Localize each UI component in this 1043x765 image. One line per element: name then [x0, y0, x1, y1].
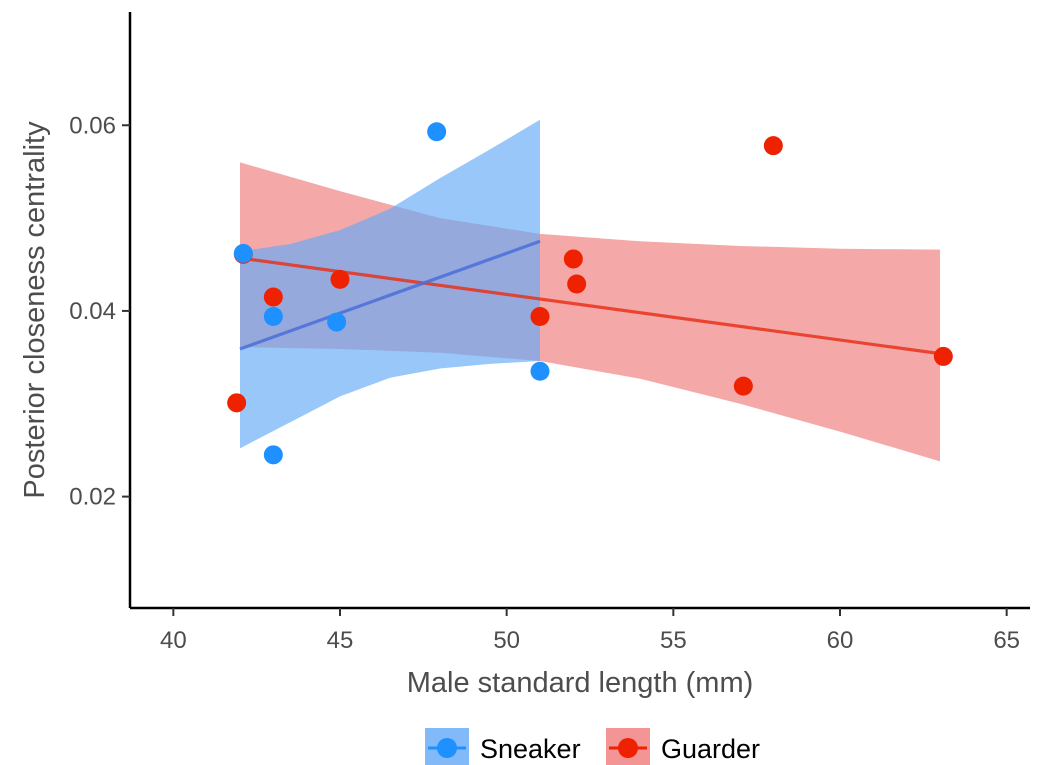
legend-label-guarder: Guarder [661, 734, 760, 764]
x-tick-label-65: 65 [993, 627, 1020, 654]
point-guarder-6 [567, 274, 587, 294]
x-axis-title: Male standard length (mm) [407, 667, 754, 699]
legend-item-guarder: Guarder [606, 728, 760, 765]
point-guarder-5 [563, 249, 583, 269]
point-guarder-0 [227, 393, 247, 413]
legend: Sneaker Guarder [425, 728, 760, 765]
y-axis-title: Posterior closeness centrality [19, 121, 51, 499]
legend-key-point-sneaker [437, 738, 457, 758]
y-tick-label-0-02: 0.02 [69, 484, 116, 511]
confidence-band-sneaker [240, 119, 540, 449]
x-tick-label-50: 50 [493, 627, 520, 654]
point-guarder-4 [530, 306, 550, 326]
confidence-bands [240, 119, 940, 462]
legend-key-point-guarder [618, 738, 638, 758]
point-sneaker-0 [233, 243, 253, 263]
x-tick-label-55: 55 [660, 627, 687, 654]
fit-line-guarder [239, 256, 941, 356]
y-tick-label-0-06: 0.06 [69, 112, 116, 139]
x-tick-label-40: 40 [160, 627, 187, 654]
point-guarder-7 [733, 376, 753, 396]
x-tick-label-60: 60 [827, 627, 854, 654]
legend-item-sneaker: Sneaker [425, 728, 581, 765]
fit-lines [239, 239, 941, 356]
x-axis-ticks: 40 45 50 55 60 65 [160, 608, 1020, 654]
y-axis-ticks: 0.02 0.04 0.06 [69, 112, 130, 511]
point-sneaker-2 [263, 306, 283, 326]
point-sneaker-5 [530, 361, 550, 381]
point-guarder-2 [263, 287, 283, 307]
point-sneaker-1 [263, 445, 283, 465]
point-sneaker-3 [327, 312, 347, 332]
fit-line-sneaker [239, 239, 541, 351]
y-tick-label-0-04: 0.04 [69, 298, 116, 325]
legend-label-sneaker: Sneaker [480, 734, 581, 764]
point-guarder-9 [933, 346, 953, 366]
point-sneaker-4 [427, 122, 447, 142]
point-guarder-8 [763, 136, 783, 156]
point-guarder-3 [330, 269, 350, 289]
x-tick-label-45: 45 [327, 627, 354, 654]
data-points [227, 122, 953, 465]
